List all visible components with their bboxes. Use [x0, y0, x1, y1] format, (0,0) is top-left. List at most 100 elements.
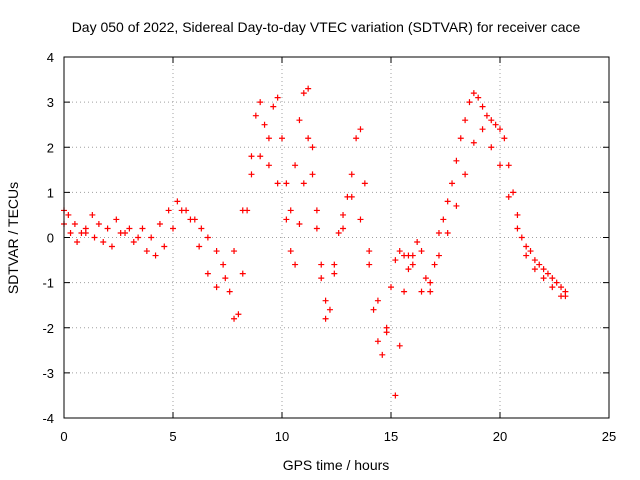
- data-point: [148, 234, 155, 241]
- data-point: [313, 207, 320, 214]
- data-point: [357, 216, 364, 223]
- x-axis-title: GPS time / hours: [283, 457, 390, 473]
- data-point: [483, 112, 490, 119]
- grid: [64, 57, 609, 418]
- data-point: [558, 284, 565, 291]
- data-point: [422, 275, 429, 282]
- axis-ticks: 0 5 10 15 20 25 -4 -3 -2 -1 0 1 2 3 4: [42, 50, 616, 444]
- y-tick-label: -2: [42, 321, 54, 336]
- data-point: [492, 121, 499, 128]
- data-point: [518, 234, 525, 241]
- y-tick-label: 2: [47, 140, 54, 155]
- data-point: [174, 198, 181, 205]
- data-point: [318, 275, 325, 282]
- data-point: [265, 135, 272, 142]
- data-point: [300, 180, 307, 187]
- data-point: [287, 207, 294, 214]
- y-tick-label: 3: [47, 95, 54, 110]
- data-point: [488, 144, 495, 151]
- data-point: [117, 229, 124, 236]
- data-point: [222, 275, 229, 282]
- data-point: [248, 153, 255, 160]
- data-point: [292, 261, 299, 268]
- data-point: [361, 180, 368, 187]
- x-tick-label: 5: [169, 429, 176, 444]
- y-tick-label: 1: [47, 185, 54, 200]
- data-point: [65, 211, 72, 218]
- data-point: [475, 94, 482, 101]
- data-point: [396, 248, 403, 255]
- y-tick-label: -1: [42, 276, 54, 291]
- data-point: [357, 126, 364, 133]
- x-tick-label: 10: [275, 429, 289, 444]
- data-point: [388, 284, 394, 291]
- data-point: [374, 297, 381, 304]
- data-point: [226, 288, 233, 295]
- data-point: [95, 220, 102, 227]
- data-point: [239, 270, 246, 277]
- data-point: [139, 225, 146, 232]
- data-point: [71, 220, 78, 227]
- data-point: [287, 248, 294, 255]
- data-point: [531, 266, 538, 273]
- data-point: [444, 198, 451, 205]
- data-point: [488, 117, 495, 124]
- data-point: [170, 225, 176, 232]
- x-tick-label: 15: [384, 429, 398, 444]
- y-tick-label: 0: [47, 231, 54, 246]
- data-point: [505, 162, 512, 169]
- data-point: [231, 248, 238, 255]
- data-point: [466, 99, 473, 106]
- data-point: [322, 315, 329, 322]
- x-tick-label: 25: [602, 429, 616, 444]
- y-tick-label: -3: [42, 366, 54, 381]
- series-2: [61, 126, 569, 399]
- data-point: [91, 234, 98, 241]
- data-point: [510, 189, 517, 196]
- data-point: [409, 261, 416, 268]
- data-point: [431, 261, 438, 268]
- data-point: [74, 239, 81, 246]
- data-point: [161, 243, 168, 250]
- data-point: [187, 216, 194, 223]
- data-point: [536, 261, 543, 268]
- data-point: [549, 275, 556, 282]
- data-point: [198, 225, 205, 232]
- data-point: [540, 275, 547, 282]
- data-point: [165, 207, 172, 214]
- data-point: [220, 261, 227, 268]
- data-point: [318, 261, 325, 268]
- data-point: [497, 162, 503, 169]
- data-point: [427, 288, 434, 295]
- data-point: [501, 135, 508, 142]
- data-point: [462, 171, 469, 178]
- data-point: [553, 279, 560, 286]
- data-point: [265, 162, 272, 169]
- data-point: [296, 117, 303, 124]
- data-point: [462, 117, 469, 124]
- data-point: [505, 193, 512, 200]
- data-point: [418, 288, 425, 295]
- data-point: [152, 252, 159, 259]
- data-point: [156, 220, 163, 227]
- data-point: [274, 94, 281, 101]
- data-point: [274, 180, 281, 187]
- data-point: [89, 211, 96, 218]
- data-point: [392, 392, 399, 399]
- data-point: [366, 261, 373, 268]
- data-point: [331, 270, 338, 277]
- data-point: [100, 239, 107, 246]
- data-point: [514, 225, 521, 232]
- data-point: [248, 171, 255, 178]
- chart-title: Day 050 of 2022, Sidereal Day-to-day VTE…: [72, 19, 581, 35]
- data-point: [379, 351, 386, 358]
- data-point: [470, 90, 477, 97]
- data-point: [322, 297, 329, 304]
- data-point: [252, 112, 259, 119]
- y-tick-label: 4: [47, 50, 54, 65]
- data-point: [204, 234, 211, 241]
- data-point: [305, 135, 312, 142]
- data-point: [326, 306, 333, 313]
- data-point: [104, 225, 111, 232]
